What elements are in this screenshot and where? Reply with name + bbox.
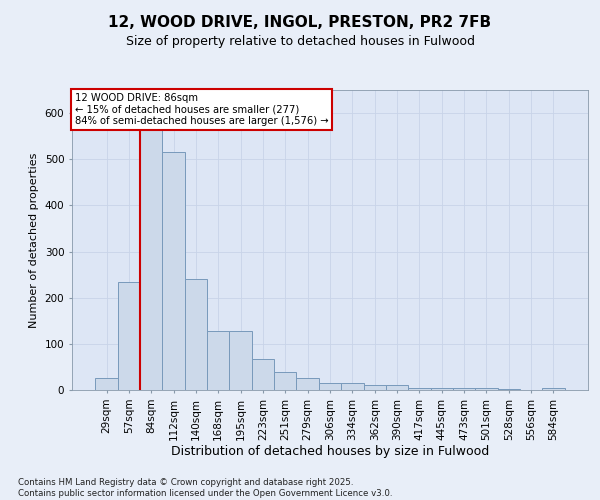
Bar	[118, 282, 140, 390]
Bar	[431, 388, 453, 390]
Bar	[408, 388, 431, 390]
Bar	[252, 358, 274, 390]
Bar	[475, 388, 497, 390]
Bar	[296, 378, 319, 390]
Bar	[497, 389, 520, 390]
Bar	[341, 383, 364, 390]
Bar	[163, 152, 185, 390]
Y-axis label: Number of detached properties: Number of detached properties	[29, 152, 39, 328]
Bar	[319, 383, 341, 390]
Text: Contains HM Land Registry data © Crown copyright and database right 2025.
Contai: Contains HM Land Registry data © Crown c…	[18, 478, 392, 498]
Bar	[140, 122, 163, 390]
X-axis label: Distribution of detached houses by size in Fulwood: Distribution of detached houses by size …	[171, 446, 489, 458]
Bar	[95, 378, 118, 390]
Bar	[207, 331, 229, 390]
Text: Size of property relative to detached houses in Fulwood: Size of property relative to detached ho…	[125, 35, 475, 48]
Text: 12, WOOD DRIVE, INGOL, PRESTON, PR2 7FB: 12, WOOD DRIVE, INGOL, PRESTON, PR2 7FB	[109, 15, 491, 30]
Bar	[542, 388, 565, 390]
Text: 12 WOOD DRIVE: 86sqm
← 15% of detached houses are smaller (277)
84% of semi-deta: 12 WOOD DRIVE: 86sqm ← 15% of detached h…	[74, 93, 328, 126]
Bar	[453, 388, 475, 390]
Bar	[229, 331, 252, 390]
Bar	[364, 386, 386, 390]
Bar	[185, 279, 207, 390]
Bar	[386, 386, 408, 390]
Bar	[274, 372, 296, 390]
